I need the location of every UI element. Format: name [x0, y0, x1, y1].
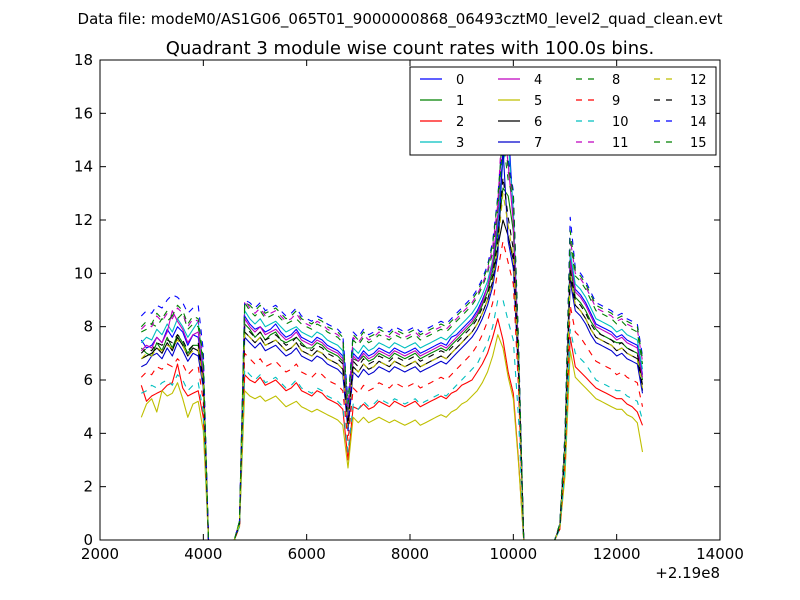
y-tick-label: 10: [74, 264, 93, 282]
series-line-9: [140, 240, 644, 541]
legend-label-4: 4: [534, 73, 542, 88]
legend-label-10: 10: [612, 115, 629, 130]
x-tick-label: 4000: [184, 545, 222, 563]
x-axis-offset-label: +2.19e8: [655, 564, 720, 582]
x-tick-label: 12000: [593, 545, 641, 563]
legend-label-3: 3: [456, 136, 464, 151]
chart-suptitle: Data file: modeM0/AS1G06_065T01_90000008…: [78, 10, 723, 29]
y-tick-label: 2: [83, 478, 93, 496]
legend-label-1: 1: [456, 94, 464, 109]
x-tick-label: 10000: [489, 545, 537, 563]
axes: 2000 4000 6000 8000 10000 12000 14000024681012…: [74, 51, 744, 563]
y-tick-label: 18: [74, 51, 93, 69]
legend-label-7: 7: [534, 136, 542, 151]
legend-box: [409, 66, 717, 156]
y-tick-label: 0: [83, 531, 93, 549]
legend-label-8: 8: [612, 73, 620, 88]
series-line-13: [140, 176, 644, 541]
legend-label-6: 6: [534, 115, 542, 130]
legend-label-12: 12: [690, 73, 707, 88]
y-tick-label: 14: [74, 158, 93, 176]
y-tick-label: 12: [74, 211, 93, 229]
x-tick-label: 14000: [696, 545, 744, 563]
legend-label-5: 5: [534, 94, 542, 109]
y-tick-label: 4: [83, 424, 93, 442]
legend-label-9: 9: [612, 94, 620, 109]
legend-label-14: 14: [690, 115, 707, 130]
legend-label-0: 0: [456, 73, 464, 88]
x-tick-label: 8000: [391, 545, 429, 563]
chart-title: Quadrant 3 module wise count rates with …: [166, 38, 655, 59]
x-tick-label: 6000: [288, 545, 326, 563]
y-tick-label: 6: [83, 371, 93, 389]
legend-label-13: 13: [690, 94, 707, 109]
y-tick-label: 8: [83, 318, 93, 336]
legend-label-15: 15: [690, 136, 707, 151]
y-tick-label: 16: [74, 104, 93, 122]
x-tick-label: 2000: [81, 545, 119, 563]
legend-label-2: 2: [456, 115, 464, 130]
legend-label-11: 11: [612, 136, 629, 151]
